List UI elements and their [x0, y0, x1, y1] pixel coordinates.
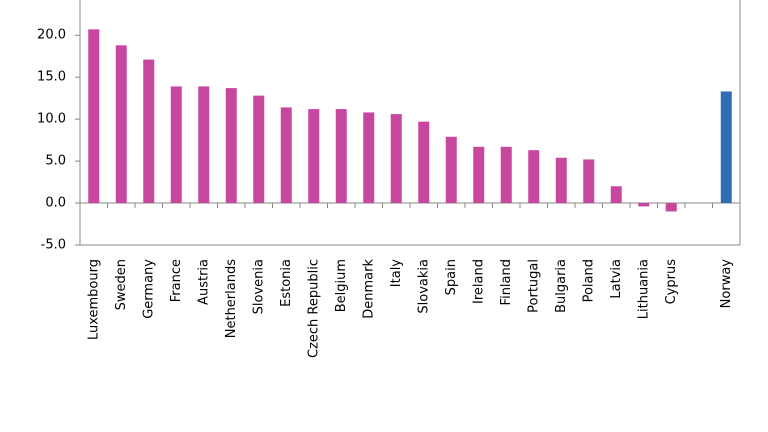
bar	[115, 45, 127, 204]
bar	[280, 107, 292, 204]
bar	[665, 203, 677, 212]
bar	[583, 159, 595, 204]
x-tick-label: Slovenia	[251, 259, 266, 314]
bar	[170, 86, 182, 204]
bar	[335, 109, 347, 204]
x-tick-label: Norway	[719, 259, 734, 309]
x-tick-label: Austria	[196, 259, 211, 305]
y-tick-label: 5.0	[45, 154, 66, 169]
y-tick-label: 0.0	[45, 196, 66, 211]
x-tick-label: Portugal	[526, 259, 541, 313]
x-tick-label: Cyprus	[664, 259, 679, 305]
x-tick-label: Spain	[444, 259, 459, 295]
x-tick-label: Latvia	[609, 259, 624, 299]
bar	[555, 157, 567, 204]
x-tick-label: Czech Republic	[306, 259, 321, 358]
x-tick-label: Luxembourg	[86, 259, 101, 340]
bar	[198, 86, 210, 204]
bar	[500, 146, 512, 204]
x-tick-label: Ireland	[471, 259, 486, 304]
bar	[473, 146, 485, 204]
x-tick-label: Slovakia	[416, 259, 431, 314]
y-tick-label: -5.0	[41, 238, 66, 253]
x-tick-label: Poland	[581, 259, 596, 302]
x-tick-label: Finland	[499, 259, 514, 305]
bar	[253, 95, 265, 204]
x-tick-label: Sweden	[114, 259, 129, 310]
x-tick-label: Estonia	[279, 259, 294, 307]
bar	[445, 136, 457, 204]
bar	[143, 59, 155, 204]
x-tick-label: France	[169, 259, 184, 302]
x-tick-label: Belgium	[334, 259, 349, 312]
bar	[610, 186, 622, 204]
bar	[638, 203, 650, 207]
bar	[720, 91, 732, 204]
x-tick-label: Netherlands	[224, 259, 239, 338]
y-tick-label: 20.0	[37, 28, 66, 43]
x-tick-label: Italy	[389, 259, 404, 288]
x-tick-label: Lithuania	[636, 259, 651, 319]
y-tick-label: 10.0	[37, 112, 66, 127]
bar	[363, 112, 375, 204]
bar	[390, 114, 402, 204]
x-tick-label: Denmark	[361, 259, 376, 319]
y-tick-label: 15.0	[37, 70, 66, 85]
bar	[308, 109, 320, 204]
bar	[88, 29, 100, 204]
bar	[225, 88, 237, 204]
x-tick-label: Germany	[141, 259, 156, 319]
bar	[418, 121, 430, 204]
x-tick-label: Bulgaria	[554, 259, 569, 313]
bar	[528, 150, 540, 204]
